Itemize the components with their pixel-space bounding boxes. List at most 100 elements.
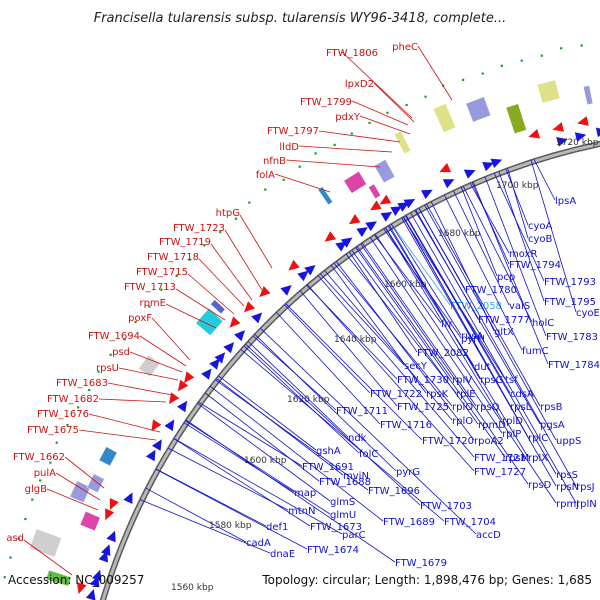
gene-label-rev[interactable]: valS bbox=[509, 301, 530, 312]
gene-label-rev[interactable]: uppS bbox=[556, 436, 581, 447]
gene-label-fwd[interactable]: pheC bbox=[392, 42, 418, 53]
gene-label-rev[interactable]: rpsD bbox=[528, 480, 552, 491]
gene-label-fwd[interactable]: pulA bbox=[34, 468, 56, 479]
gene-label-rev[interactable]: tsf bbox=[505, 375, 518, 386]
gene-label-rev[interactable]: rpoA2 bbox=[474, 436, 504, 447]
gene-label-fwd[interactable]: FTW_1683 bbox=[56, 378, 108, 389]
gene-label-fwd[interactable]: lpxD2 bbox=[345, 79, 374, 90]
gene-label-rev[interactable]: holC bbox=[532, 318, 554, 329]
gene-label-rev[interactable]: rplX bbox=[528, 453, 548, 464]
gene-label-rev[interactable]: gltX bbox=[494, 327, 514, 338]
gene-label-rev[interactable]: FTW_1730 bbox=[397, 375, 449, 386]
gene-label-rev[interactable]: gshA bbox=[316, 446, 341, 457]
gene-label-rev[interactable]: mviN bbox=[343, 471, 369, 482]
gene-label-rev[interactable]: fumC bbox=[522, 346, 549, 357]
gene-label-fwd[interactable]: FTW_1797 bbox=[267, 126, 319, 137]
gene-label-rev[interactable]: parC bbox=[342, 530, 366, 541]
gene-label-fwd[interactable]: FTW_1713 bbox=[124, 282, 176, 293]
gene-label-rev[interactable]: map bbox=[294, 488, 316, 499]
gene-label-rev[interactable]: FTW_1703 bbox=[420, 501, 472, 512]
gene-label-fwd[interactable]: FTW_1694 bbox=[88, 331, 140, 342]
gene-label-rev[interactable]: FTW_1777 bbox=[478, 315, 530, 326]
gene-label-rev[interactable]: ndk bbox=[348, 433, 367, 444]
gene-label-rev[interactable]: FTW_1727 bbox=[474, 467, 526, 478]
gene-label-fwd[interactable]: psd bbox=[112, 347, 130, 358]
gene-label-fwd[interactable]: FTW_1723 bbox=[173, 223, 225, 234]
gene-label-fwd[interactable]: FTW_1719 bbox=[159, 237, 211, 248]
gene-label-rev[interactable]: rpsS bbox=[556, 470, 578, 481]
gene-label-rev[interactable]: rusA bbox=[461, 331, 484, 342]
gene-label-rev[interactable]: dnaE bbox=[270, 549, 295, 560]
gene-label-rev[interactable]: FTW_1696 bbox=[368, 486, 420, 497]
gene-label-rev[interactable]: FTW_1793 bbox=[544, 277, 596, 288]
gene-label-rev[interactable]: moxR bbox=[509, 249, 537, 260]
gene-label-rev[interactable]: secY bbox=[404, 361, 428, 372]
gene-label-rev[interactable]: rplV bbox=[452, 375, 472, 386]
gene-label-fwd[interactable]: FTW_1676 bbox=[37, 409, 89, 420]
gene-label-fwd[interactable]: lldD bbox=[279, 142, 299, 153]
gene-label-rev[interactable]: rpsM bbox=[505, 453, 529, 464]
gene-label-rev[interactable]: cdsA bbox=[510, 389, 534, 400]
gene-label-rev[interactable]: rpsJ bbox=[576, 482, 595, 493]
gene-label-fwd[interactable]: FTW_1662 bbox=[13, 452, 65, 463]
gene-label-rev[interactable]: rplD bbox=[502, 416, 523, 427]
gene-label-rev[interactable]: rplO bbox=[452, 402, 473, 413]
gene-label-fwd[interactable]: FTW_1799 bbox=[300, 97, 352, 108]
gene-label-rev[interactable]: FTW_1673 bbox=[310, 522, 362, 533]
gene-label-fwd[interactable]: rpsU bbox=[96, 363, 119, 374]
gene-label-rev[interactable]: FTW_1784 bbox=[548, 360, 600, 371]
gene-label-rev[interactable]: folC bbox=[359, 449, 378, 460]
gene-label-rev[interactable]: FTW_1794 bbox=[509, 260, 561, 271]
gene-label-fwd[interactable]: FTW_1682 bbox=[47, 394, 99, 405]
gene-label-rev[interactable]: accD bbox=[476, 530, 501, 541]
gene-label-rev[interactable]: FTW_1722 bbox=[370, 389, 422, 400]
gene-label-rev[interactable]: pyrG bbox=[396, 467, 420, 478]
gene-label-rev[interactable]: FTW_1679 bbox=[395, 558, 447, 569]
gene-label-fwd[interactable]: FTW_1715 bbox=[136, 267, 188, 278]
gene-label-fwd[interactable]: htpG bbox=[216, 208, 240, 219]
gene-label-fwd[interactable]: pdxY bbox=[335, 112, 361, 123]
gene-label-rev[interactable]: rplO bbox=[452, 416, 473, 427]
gene-label-fwd[interactable]: FTW_1806 bbox=[326, 48, 378, 59]
gene-label-rev[interactable]: rplP bbox=[502, 429, 521, 440]
gene-label-rev[interactable]: cyoA bbox=[528, 221, 553, 232]
gene-label-rev[interactable]: glmS bbox=[330, 497, 355, 508]
gene-label-rev[interactable]: FTW_2082 bbox=[417, 348, 469, 359]
gene-label-rev[interactable]: lpsA bbox=[555, 196, 576, 207]
gene-label-rev[interactable]: FTW_2058 bbox=[450, 301, 502, 312]
gene-label-rev[interactable]: rpsG bbox=[480, 375, 503, 386]
gene-label-fwd[interactable]: asd bbox=[6, 533, 24, 544]
gene-label-rev[interactable]: cyoB bbox=[528, 234, 553, 245]
gene-label-rev[interactable]: rpsL bbox=[510, 402, 532, 413]
gene-label-fwd[interactable]: FTW_1675 bbox=[27, 425, 79, 436]
gene-label-rev[interactable]: FTW_1688 bbox=[319, 477, 371, 488]
gene-label-rev[interactable]: pgsA bbox=[540, 420, 565, 431]
gene-label-rev[interactable]: FTW_1783 bbox=[546, 332, 598, 343]
gene-label-fwd[interactable]: glgB bbox=[25, 484, 47, 495]
gene-label-rev[interactable]: FTW_1725 bbox=[397, 402, 449, 413]
gene-label-rev[interactable]: rpsB bbox=[540, 402, 563, 413]
gene-label-rev[interactable]: FTW_1716 bbox=[380, 420, 432, 431]
gene-label-rev[interactable]: pcp bbox=[497, 272, 515, 283]
gene-label-rev[interactable]: FTW_1721 bbox=[474, 453, 526, 464]
gene-label-fwd[interactable]: FTW_1718 bbox=[147, 252, 199, 263]
gene-label-rev[interactable]: cadA bbox=[246, 538, 271, 549]
gene-label-rev[interactable]: FTW_1704 bbox=[444, 517, 496, 528]
gene-label-rev[interactable]: rplC bbox=[528, 433, 548, 444]
gene-label-rev[interactable]: FTW_1691 bbox=[302, 462, 354, 473]
gene-label-rev[interactable]: def1 bbox=[266, 522, 288, 533]
gene-label-rev[interactable]: FTW_1780 bbox=[465, 285, 517, 296]
gene-label-rev[interactable]: dut bbox=[474, 362, 491, 373]
gene-label-rev[interactable]: rplN bbox=[576, 499, 597, 510]
gene-label-rev[interactable]: FTW_1711 bbox=[336, 406, 388, 417]
gene-label-rev[interactable]: rpsK bbox=[426, 389, 449, 400]
gene-label-rev[interactable]: rpmJ bbox=[556, 499, 579, 510]
gene-label-fwd[interactable]: rpmE bbox=[139, 298, 166, 309]
gene-label-rev[interactable]: FTW_1674 bbox=[307, 545, 359, 556]
gene-label-rev[interactable]: rpmD bbox=[478, 420, 506, 431]
gene-label-rev[interactable]: glmU bbox=[330, 510, 356, 521]
gene-label-fwd[interactable]: poxF bbox=[128, 313, 152, 324]
gene-label-rev[interactable]: cyoE bbox=[576, 308, 600, 319]
gene-label-rev[interactable]: FTW_1689 bbox=[383, 517, 435, 528]
gene-label-fwd[interactable]: nfnB bbox=[263, 156, 286, 167]
